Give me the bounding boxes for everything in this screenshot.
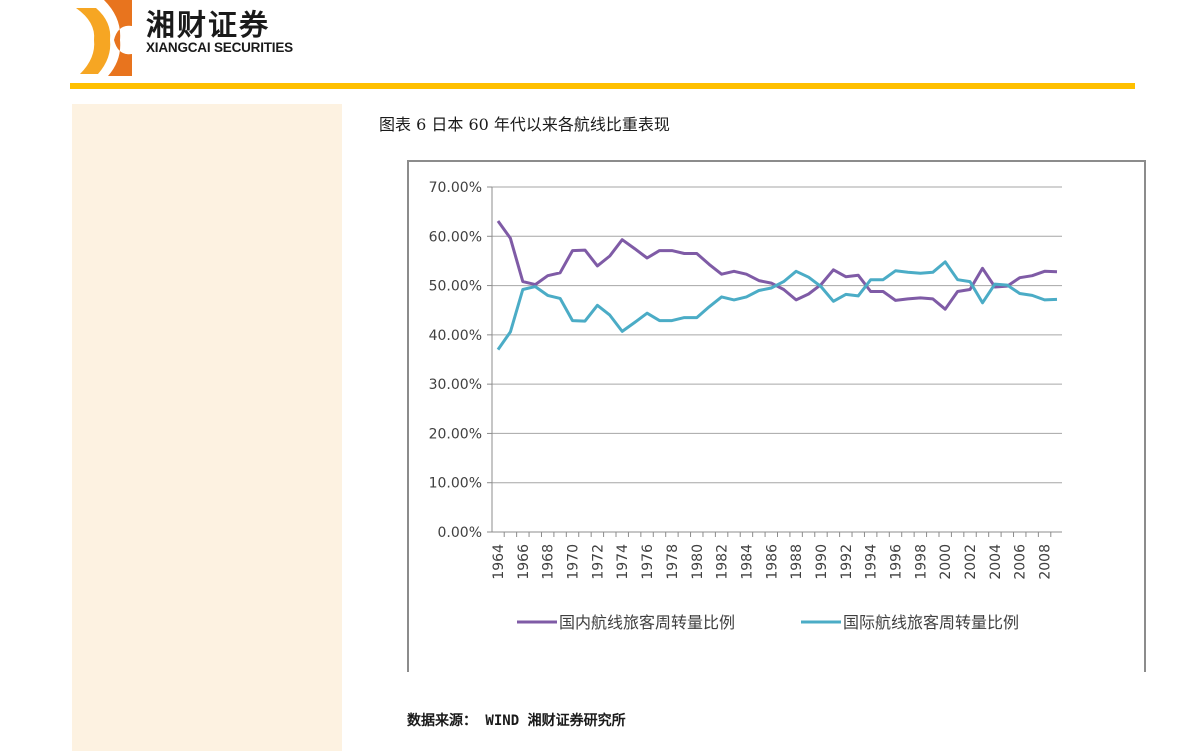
- brand-name-cn: 湘财证券: [146, 8, 271, 42]
- x-axis-label: 2008: [1038, 544, 1054, 580]
- x-axis-label: 1966: [516, 544, 532, 580]
- chart-frame: 0.00% 10.00% 20.00% 30.00% 40.00% 50.00% 60.00…: [407, 160, 1146, 672]
- x-axis-label: 1974: [615, 544, 631, 580]
- y-axis-label: 70.00%: [429, 180, 482, 196]
- x-axis-label: 1994: [864, 544, 880, 580]
- x-axis-label: 1996: [889, 544, 905, 580]
- xiangcai-logo-mark-icon: [76, 0, 132, 76]
- x-axis-label: 1986: [764, 544, 780, 580]
- y-axis-label: 40.00%: [429, 328, 482, 344]
- x-axis-label: 1976: [640, 544, 656, 580]
- x-axis-label: 2002: [963, 544, 979, 580]
- y-axis-label: 0.00%: [438, 525, 482, 541]
- series-line: [496, 260, 1058, 351]
- x-axis-label: 1972: [590, 544, 606, 580]
- x-axis-label: 1992: [839, 544, 855, 580]
- x-axis-label: 1990: [814, 544, 830, 580]
- y-axis-label: 20.00%: [429, 426, 482, 442]
- x-axis-label: 1988: [789, 544, 805, 580]
- y-axis-label: 60.00%: [429, 229, 482, 245]
- brand-name-en: XIANGCAI SECURITIES: [146, 40, 293, 55]
- left-sidebar-panel: [72, 104, 342, 751]
- x-axis-label: 1970: [566, 544, 582, 580]
- y-axis-label: 30.00%: [429, 377, 482, 393]
- y-axis-label: 50.00%: [429, 279, 482, 295]
- x-axis-label: 1998: [913, 544, 929, 580]
- y-axis-label: 10.00%: [429, 476, 482, 492]
- series-line: [496, 220, 1058, 311]
- x-axis-label: 1982: [715, 544, 731, 580]
- line-chart: 0.00% 10.00% 20.00% 30.00% 40.00% 50.00% 60.00…: [429, 180, 1062, 632]
- company-logo: 湘财证券 XIANGCAI SECURITIES: [74, 0, 314, 76]
- header-accent-rule: [70, 83, 1135, 89]
- x-axis-label: 2006: [1013, 544, 1029, 580]
- legend-label: 国际航线旅客周转量比例: [843, 613, 1019, 632]
- x-axis-label: 2004: [988, 544, 1004, 580]
- data-source-note: 数据来源： WIND 湘财证券研究所: [407, 713, 626, 729]
- x-axis-label: 1964: [491, 544, 507, 580]
- x-axis-label: 1968: [541, 544, 557, 580]
- x-axis-label: 1978: [665, 544, 681, 580]
- x-axis-label: 2000: [938, 544, 954, 580]
- x-axis-label: 1980: [690, 544, 706, 580]
- legend-label: 国内航线旅客周转量比例: [559, 613, 735, 632]
- x-axis-label: 1984: [739, 544, 755, 580]
- figure-title: 图表 6 日本 60 年代以来各航线比重表现: [379, 115, 670, 134]
